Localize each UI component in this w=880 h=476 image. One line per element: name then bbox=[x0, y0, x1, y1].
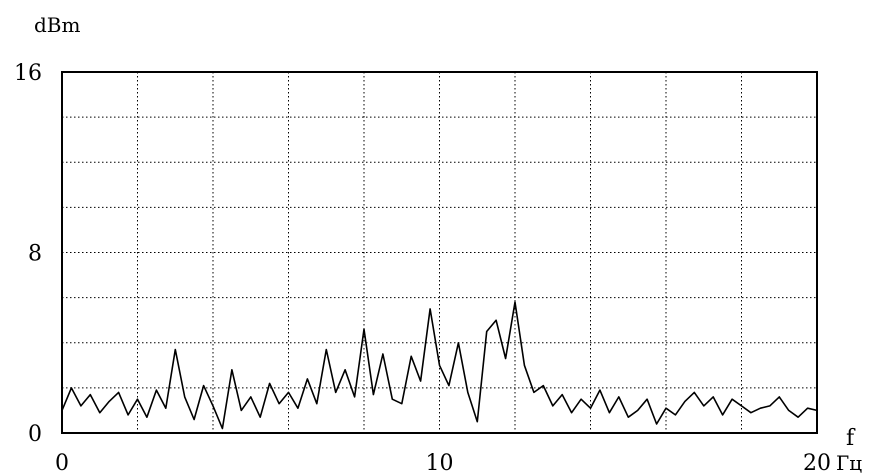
x-tick-label: 20 bbox=[803, 451, 831, 476]
plot-frame bbox=[61, 71, 818, 434]
signal-trace bbox=[61, 301, 818, 430]
tick-labels: 0 10 20 0 8 16 bbox=[14, 61, 831, 476]
x-axis-label: f bbox=[846, 426, 856, 451]
x-tick-label: 0 bbox=[55, 451, 69, 476]
y-tick-label: 16 bbox=[14, 61, 42, 86]
x-tick-label: 10 bbox=[426, 451, 454, 476]
y-tick-label: 8 bbox=[28, 242, 42, 267]
grid bbox=[62, 72, 817, 433]
x-axis-unit: Гц bbox=[836, 451, 862, 475]
y-tick-label: 0 bbox=[28, 422, 42, 447]
y-axis-label: dBm bbox=[34, 13, 81, 37]
